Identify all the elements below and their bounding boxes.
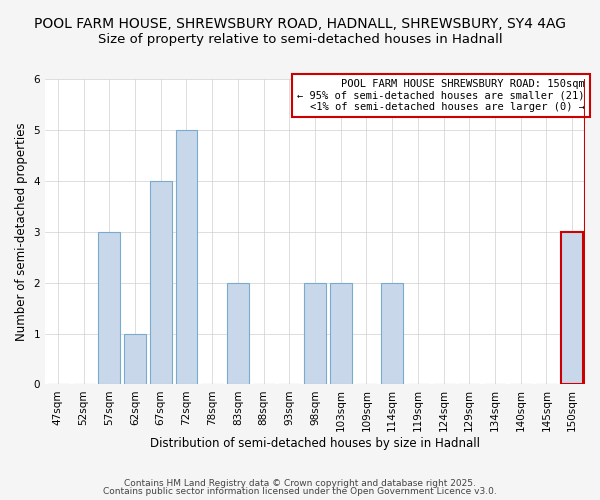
Bar — [381, 282, 403, 384]
Bar — [227, 282, 249, 384]
Text: Contains public sector information licensed under the Open Government Licence v3: Contains public sector information licen… — [103, 487, 497, 496]
Bar — [176, 130, 197, 384]
Bar — [150, 181, 172, 384]
Bar — [330, 282, 352, 384]
Y-axis label: Number of semi-detached properties: Number of semi-detached properties — [15, 122, 28, 341]
Text: Size of property relative to semi-detached houses in Hadnall: Size of property relative to semi-detach… — [98, 32, 502, 46]
Bar — [304, 282, 326, 384]
X-axis label: Distribution of semi-detached houses by size in Hadnall: Distribution of semi-detached houses by … — [150, 437, 480, 450]
Bar — [124, 334, 146, 384]
Text: POOL FARM HOUSE, SHREWSBURY ROAD, HADNALL, SHREWSBURY, SY4 4AG: POOL FARM HOUSE, SHREWSBURY ROAD, HADNAL… — [34, 18, 566, 32]
Bar — [561, 232, 583, 384]
Text: Contains HM Land Registry data © Crown copyright and database right 2025.: Contains HM Land Registry data © Crown c… — [124, 478, 476, 488]
Text: POOL FARM HOUSE SHREWSBURY ROAD: 150sqm
← 95% of semi-detached houses are smalle: POOL FARM HOUSE SHREWSBURY ROAD: 150sqm … — [298, 79, 585, 112]
Bar — [98, 232, 120, 384]
